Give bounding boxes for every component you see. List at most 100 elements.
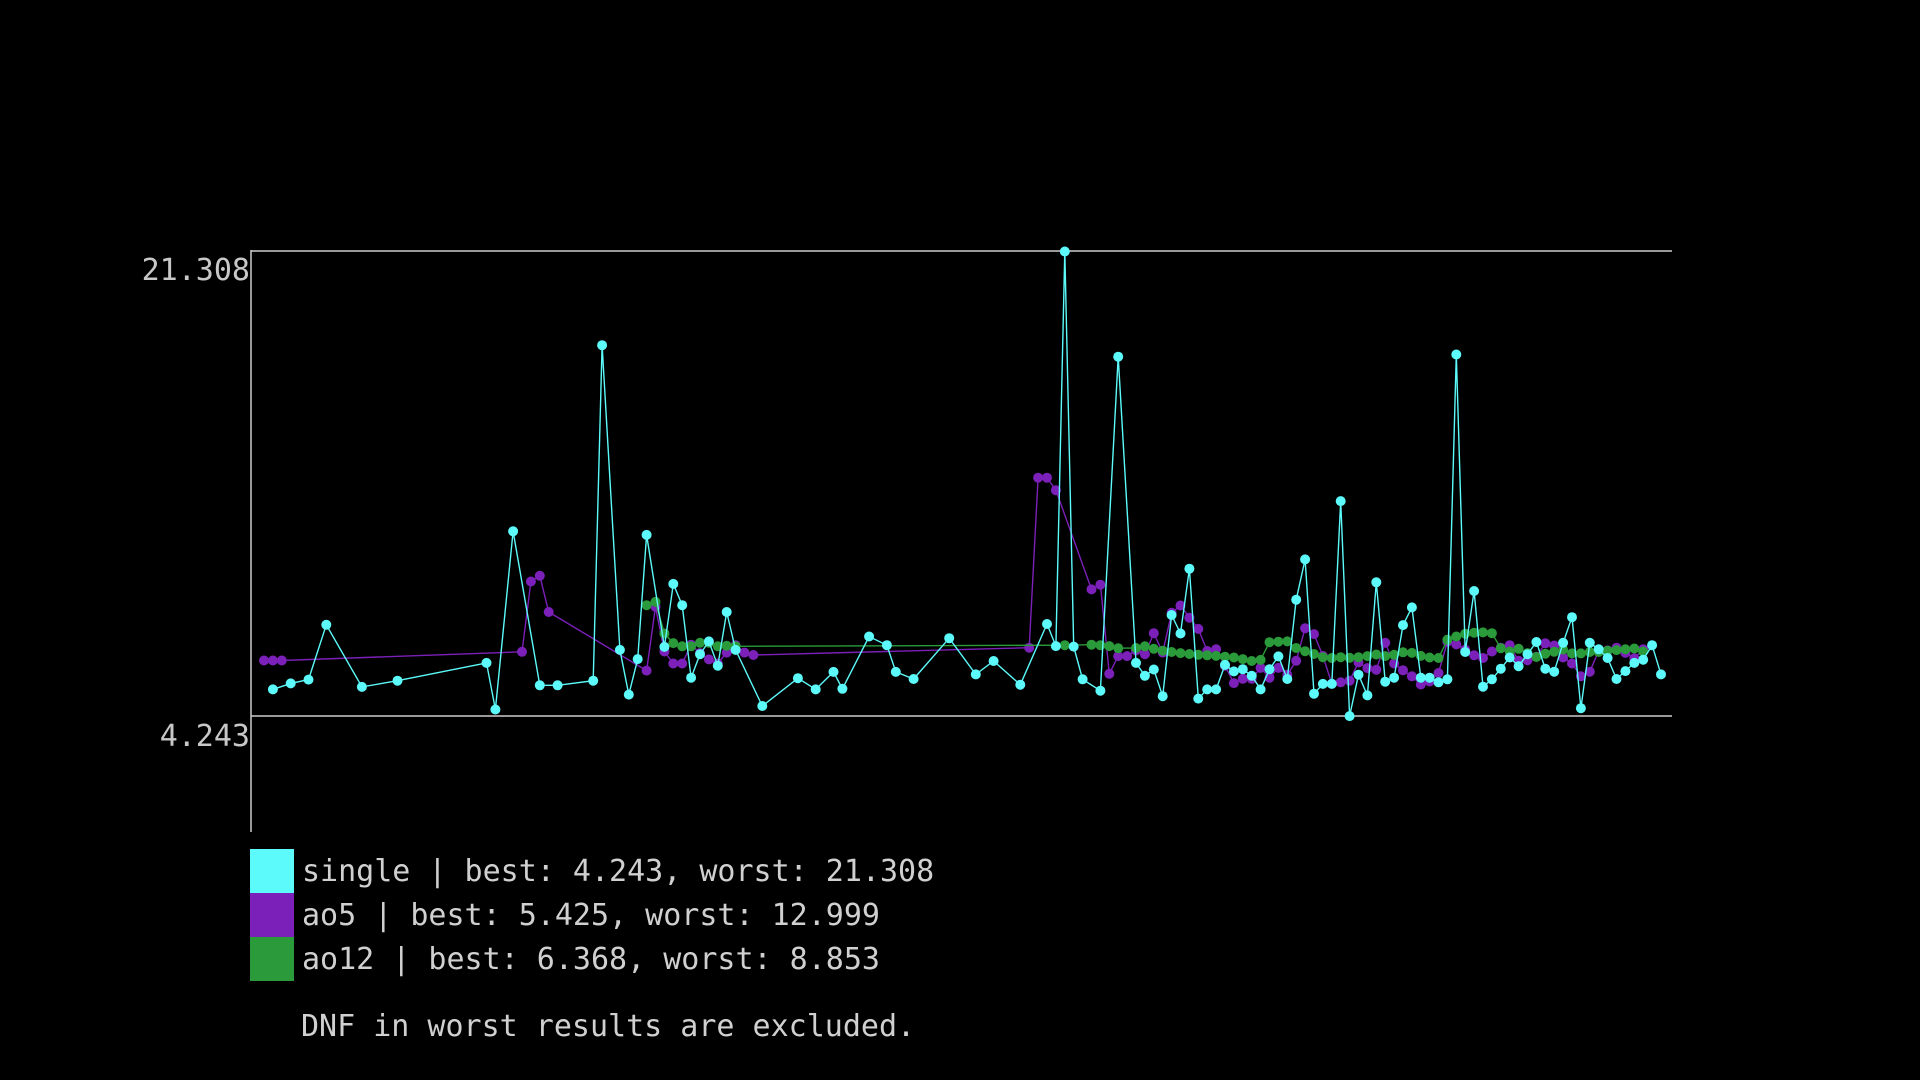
data-point-ao12: [1398, 647, 1408, 658]
series-line-single: [272, 251, 1662, 717]
data-point-ao12: [1602, 645, 1613, 656]
data-point-ao5: [1273, 662, 1284, 673]
data-point-single: [1273, 651, 1284, 662]
data-point-single: [1157, 691, 1168, 702]
data-point-ao5: [543, 607, 554, 617]
data-point-ao12: [1344, 652, 1355, 663]
data-point-single: [1059, 246, 1070, 257]
data-point-ao5: [517, 646, 527, 657]
data-point-ao5: [739, 647, 750, 658]
data-point-single: [392, 675, 403, 686]
data-point-ao12: [1495, 643, 1506, 654]
data-point-ao5: [259, 655, 269, 666]
data-point-single: [1602, 653, 1613, 663]
data-point-ao12: [1531, 652, 1542, 662]
data-point-single: [1042, 619, 1052, 629]
data-point-single: [1309, 688, 1319, 699]
legend-swatch-single: [250, 849, 294, 893]
data-point-single: [1460, 647, 1471, 657]
data-point-ao5: [1291, 655, 1302, 666]
data-point-ao12: [1620, 644, 1631, 655]
data-point-single: [285, 678, 296, 689]
data-point-ao12: [659, 628, 670, 639]
y-tick-min: 4.243: [159, 719, 250, 754]
data-point-ao12: [1148, 643, 1159, 654]
data-point-ao12: [695, 637, 705, 648]
data-point-single: [1513, 661, 1524, 672]
data-point-single: [1593, 644, 1604, 655]
data-point-single: [1433, 677, 1444, 688]
data-point-ao12: [1353, 652, 1364, 663]
data-point-single: [890, 666, 901, 677]
data-point-single: [881, 640, 892, 651]
data-point-single: [1406, 602, 1417, 613]
data-point-ao5: [1344, 675, 1355, 686]
data-point-ao12: [686, 641, 697, 652]
data-point-ao5: [534, 570, 545, 581]
data-point-single: [677, 600, 688, 611]
data-point-ao12: [1424, 652, 1435, 663]
data-point-single: [792, 673, 803, 684]
data-point-single: [757, 701, 768, 711]
data-point-ao12: [1575, 648, 1586, 659]
data-point-ao12: [1469, 627, 1480, 638]
data-point-ao12: [1584, 647, 1595, 657]
data-point-single: [1549, 666, 1560, 677]
data-point-ao5: [1486, 646, 1497, 657]
data-point-single: [1647, 640, 1658, 651]
data-point-single: [1291, 594, 1302, 605]
data-point-ao12: [1059, 640, 1070, 651]
data-point-ao5: [1148, 628, 1159, 639]
legend-item-ao12: ao12 | best: 6.368, worst: 8.853: [250, 937, 934, 981]
data-point-single: [1353, 669, 1364, 680]
data-point-ao12: [1611, 645, 1622, 656]
data-point-single: [303, 674, 314, 685]
data-point-single: [703, 636, 714, 647]
data-point-ao5: [1540, 638, 1551, 649]
data-point-single: [1380, 676, 1391, 687]
data-point-ao12: [1389, 649, 1400, 660]
data-point-single: [1531, 637, 1542, 647]
data-point-single: [1344, 711, 1355, 722]
data-point-ao12: [1326, 653, 1337, 663]
data-point-ao12: [1451, 631, 1462, 642]
y-tick-max: 21.308: [141, 253, 250, 288]
data-point-ao5: [1558, 652, 1569, 663]
data-point-ao5: [276, 655, 287, 666]
data-point-ao5: [1433, 668, 1444, 678]
data-point-single: [641, 529, 652, 540]
data-point-ao12: [1371, 649, 1382, 660]
data-point-ao5: [1398, 665, 1408, 676]
data-point-ao5: [641, 665, 652, 676]
data-point-ao12: [721, 640, 732, 651]
legend-swatch-ao5: [250, 893, 294, 937]
data-point-ao12: [1184, 649, 1195, 659]
data-point-single: [1220, 659, 1230, 670]
data-point-ao5: [1122, 651, 1133, 662]
data-point-ao5: [1113, 651, 1124, 662]
data-point-single: [1211, 684, 1222, 695]
data-point-single: [1264, 664, 1275, 675]
data-point-single: [1442, 674, 1453, 685]
data-point-single: [1326, 678, 1337, 689]
data-point-single: [970, 669, 981, 680]
data-point-single: [597, 340, 608, 351]
data-point-ao12: [1282, 636, 1293, 647]
data-point-single: [1193, 693, 1204, 704]
data-point-ao12: [1211, 650, 1222, 661]
data-point-ao12: [1567, 648, 1577, 659]
data-point-ao12: [1442, 634, 1453, 645]
data-point-ao12: [1273, 636, 1284, 647]
data-point-single: [1228, 666, 1239, 677]
series-line-ao5: [264, 477, 1644, 686]
data-point-ao12: [1139, 641, 1150, 652]
data-point-ao5: [1042, 472, 1052, 483]
data-point-single: [1567, 612, 1577, 623]
data-point-single: [508, 526, 519, 537]
data-point-single: [1077, 674, 1088, 685]
data-point-ao12: [1486, 628, 1497, 639]
data-point-ao12: [1220, 651, 1230, 662]
data-point-single: [534, 680, 545, 691]
data-point-ao5: [668, 658, 679, 669]
data-point-ao12: [1086, 639, 1097, 650]
